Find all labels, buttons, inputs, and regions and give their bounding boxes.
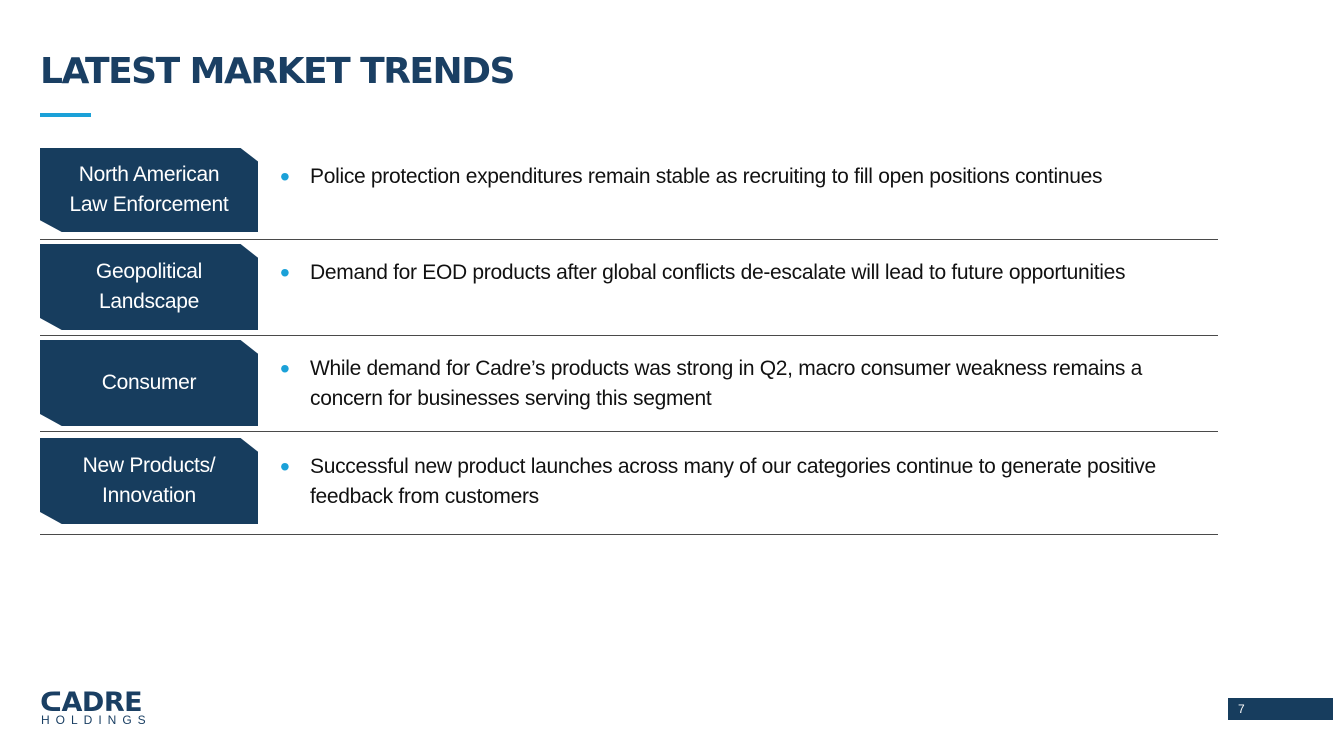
row-label: New Products/ Innovation xyxy=(40,438,258,524)
slide-title: LATEST MARKET TRENDS xyxy=(40,51,515,92)
bullet-text: While demand for Cadre’s products was st… xyxy=(310,357,1142,410)
bullet-text: Successful new product launches across m… xyxy=(310,455,1156,508)
bullet-dot-icon: • xyxy=(280,451,290,482)
logo-subtitle: HOLDINGS xyxy=(41,713,152,727)
row-label-line1: North American xyxy=(78,163,220,186)
row-label-line2: Law Enforcement xyxy=(69,193,229,216)
row-label: Geopolitical Landscape xyxy=(40,244,258,330)
trend-row-consumer: Consumer • While demand for Cadre’s prod… xyxy=(40,340,1218,432)
row-label: Consumer xyxy=(40,340,258,426)
trend-row-north-american-law-enforcement: North American Law Enforcement • Police … xyxy=(40,148,1218,240)
bullet-dot-icon: • xyxy=(280,161,290,192)
row-label-line2: Innovation xyxy=(102,484,196,507)
bullet-dot-icon: • xyxy=(280,353,290,384)
bullet-dot-icon: • xyxy=(280,257,290,288)
page-number: 7 xyxy=(1228,698,1333,720)
title-accent-bar xyxy=(40,113,91,117)
row-label-line1: New Products/ xyxy=(82,454,216,477)
row-label-line1: Geopolitical xyxy=(95,260,203,283)
bullet-text: Police protection expenditures remain st… xyxy=(310,165,1103,188)
cadre-holdings-logo: ᑕADRE HOLDINGS xyxy=(40,688,150,732)
row-label: North American Law Enforcement xyxy=(40,148,258,232)
row-label-line2: Landscape xyxy=(98,290,200,313)
row-label-line1: Consumer xyxy=(101,371,197,394)
logo-wordmark: ᑕADRE xyxy=(40,687,143,718)
bullet-text: Demand for EOD products after global con… xyxy=(310,261,1126,284)
trend-row-geopolitical-landscape: Geopolitical Landscape • Demand for EOD … xyxy=(40,244,1218,336)
trend-row-new-products-innovation: New Products/ Innovation • Successful ne… xyxy=(40,438,1218,535)
